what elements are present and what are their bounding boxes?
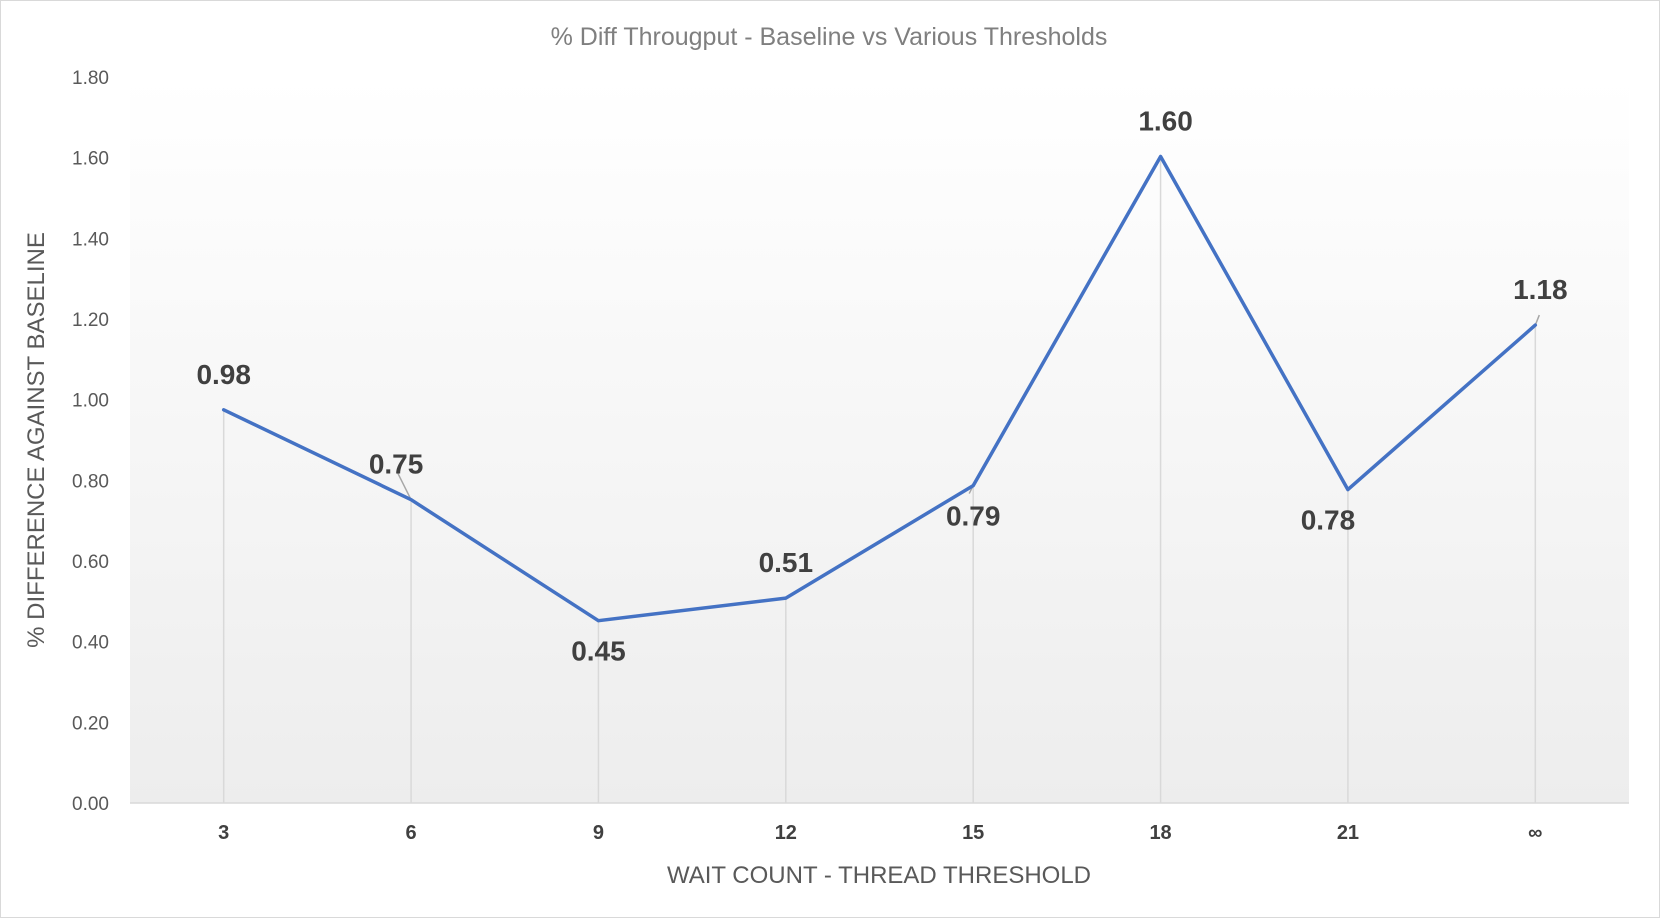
data-labels: 0.98 0.75 0.45 0.51 0.79 1.60 0.78 1.18 <box>196 105 1567 666</box>
y-tick-label: 1.20 <box>72 310 109 331</box>
x-tick-label: 18 <box>1149 822 1171 844</box>
x-tick-label: 6 <box>406 822 417 844</box>
data-label: 0.45 <box>571 636 626 667</box>
data-label: 0.79 <box>946 501 1001 532</box>
y-tick-label: 0.00 <box>72 794 109 815</box>
leader-line <box>396 471 412 501</box>
x-tick-label: 12 <box>775 822 797 844</box>
y-tick-label: 1.00 <box>72 391 109 412</box>
data-label: 1.18 <box>1513 274 1568 305</box>
x-tick-label: 9 <box>593 822 604 844</box>
series-line <box>221 154 1538 623</box>
x-axis-label: WAIT COUNT - THREAD THRESHOLD <box>667 862 1091 889</box>
y-tick-label: 0.40 <box>72 633 109 654</box>
y-axis-ticks: 0.00 0.20 0.40 0.60 0.80 1.00 1.20 1.40 1.60 1.80 <box>72 68 109 815</box>
data-label: 0.75 <box>369 449 424 480</box>
y-tick-label: 0.20 <box>72 713 109 734</box>
x-axis-ticks: 3 6 9 12 15 18 21 ∞ <box>218 822 1542 844</box>
y-tick-label: 0.80 <box>72 471 109 492</box>
y-tick-label: 1.80 <box>72 68 109 89</box>
x-tick-label: 15 <box>962 822 984 844</box>
data-label: 0.98 <box>196 359 251 390</box>
data-label: 0.78 <box>1301 505 1356 536</box>
y-tick-label: 1.40 <box>72 229 109 250</box>
x-tick-label: 21 <box>1337 822 1359 844</box>
drop-lines <box>222 156 1537 803</box>
chart-title: % Diff Througput - Baseline vs Various T… <box>551 23 1108 51</box>
x-tick-label: ∞ <box>1528 822 1542 844</box>
y-axis-label: % DIFFERENCE AGAINST BASELINE <box>23 232 50 648</box>
data-label: 0.51 <box>759 547 814 578</box>
y-tick-label: 0.60 <box>72 552 109 573</box>
data-label: 1.60 <box>1138 105 1193 136</box>
y-tick-label: 1.60 <box>72 149 109 170</box>
leader-line <box>1534 314 1541 326</box>
plot-area <box>130 77 1629 803</box>
x-tick-label: 3 <box>218 822 229 844</box>
